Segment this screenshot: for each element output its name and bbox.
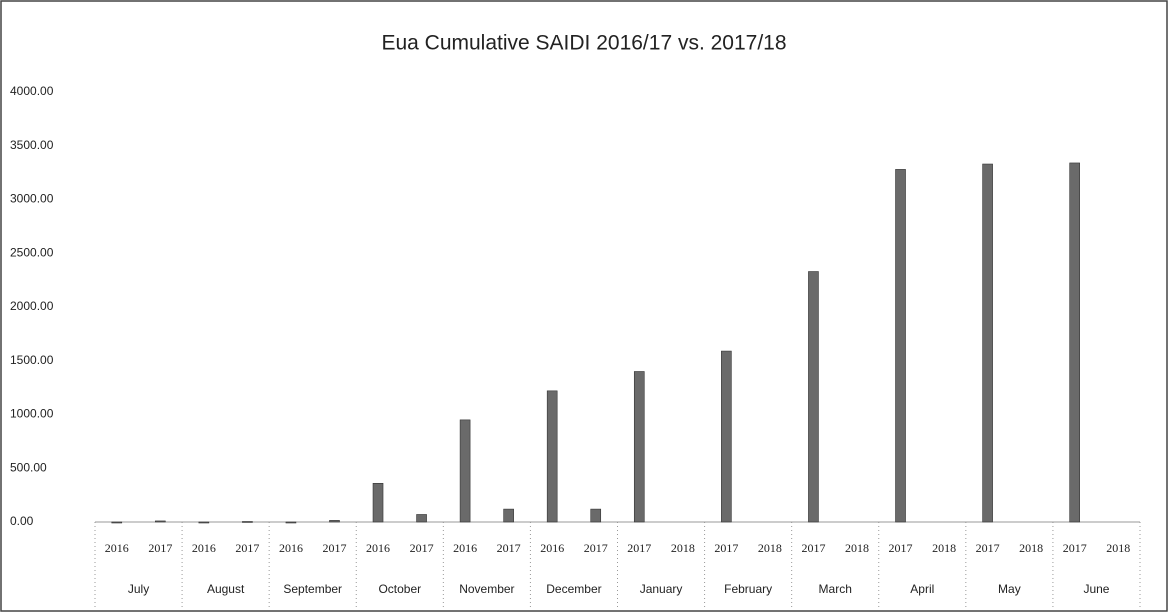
bar [198, 521, 210, 524]
x-tick-label: 2016 [366, 541, 390, 555]
bar [546, 390, 558, 523]
group-label: February [724, 582, 772, 596]
group-label: September [283, 582, 342, 596]
y-tick-label: 1500.00 [10, 353, 54, 367]
x-tick-label: 2017 [497, 541, 521, 555]
y-tick-label: 3500.00 [10, 138, 54, 152]
y-tick-label: 0.00 [10, 514, 34, 528]
bar [242, 521, 253, 523]
y-tick-label: 2000.00 [10, 299, 54, 313]
group-label: April [910, 582, 934, 596]
group-label: December [546, 582, 601, 596]
bar [111, 521, 123, 524]
chart-title: Eua Cumulative SAIDI 2016/17 vs. 2017/18 [381, 32, 786, 55]
x-tick-label: 2017 [322, 541, 346, 555]
x-tick-label: 2018 [671, 541, 695, 555]
x-tick-label: 2018 [758, 541, 782, 555]
bar [285, 521, 297, 524]
bar [633, 371, 645, 523]
group-label: July [128, 582, 149, 596]
bar [721, 350, 732, 523]
x-tick-label: 2017 [410, 541, 434, 555]
bar [329, 520, 340, 523]
x-tick-label: 2017 [801, 541, 825, 555]
x-tick-label: 2018 [845, 541, 869, 555]
bar [416, 514, 427, 523]
group-label: November [459, 582, 514, 596]
group-label: March [819, 582, 852, 596]
x-tick-label: 2017 [976, 541, 1000, 555]
x-tick-label: 2017 [889, 541, 913, 555]
group-label: August [207, 582, 245, 596]
x-tick-label: 2017 [1063, 541, 1087, 555]
x-tick-label: 2017 [584, 541, 608, 555]
y-tick-label: 3000.00 [10, 192, 54, 206]
bar [808, 271, 819, 523]
bar [895, 169, 906, 523]
x-tick-label: 2016 [279, 541, 303, 555]
bar [459, 419, 471, 523]
group-label: May [998, 582, 1021, 596]
y-tick-label: 1000.00 [10, 407, 54, 421]
x-tick-label: 2017 [235, 541, 259, 555]
x-tick-label: 2016 [453, 541, 477, 555]
bar [1069, 162, 1080, 523]
group-label: January [640, 582, 683, 596]
x-tick-label: 2017 [627, 541, 651, 555]
x-tick-label: 2017 [148, 541, 172, 555]
bar [503, 508, 514, 523]
y-tick-label: 2500.00 [10, 245, 54, 259]
group-label: June [1083, 582, 1109, 596]
bar [982, 163, 993, 523]
x-tick-label: 2016 [192, 541, 216, 555]
bar [155, 520, 166, 523]
x-tick-label: 2017 [714, 541, 738, 555]
group-label: October [378, 582, 421, 596]
x-tick-label: 2018 [932, 541, 956, 555]
x-tick-label: 2018 [1019, 541, 1043, 555]
y-tick-label: 4000.00 [10, 84, 54, 98]
bar [590, 508, 602, 523]
x-tick-label: 2016 [105, 541, 129, 555]
x-tick-label: 2018 [1106, 541, 1130, 555]
y-tick-label: 500.00 [10, 460, 47, 474]
bar [372, 482, 384, 523]
x-tick-label: 2016 [540, 541, 564, 555]
